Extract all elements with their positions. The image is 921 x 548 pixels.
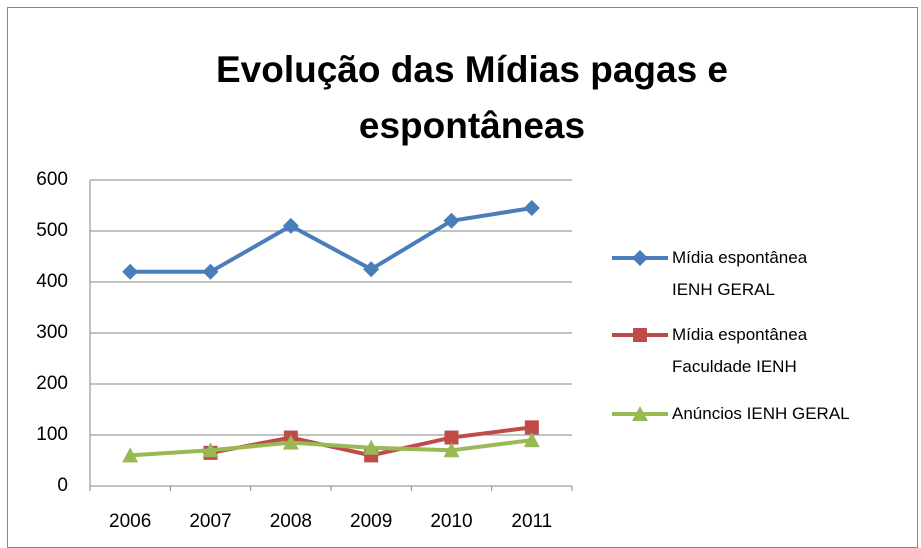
x-tick-label: 2010 [430,511,472,532]
legend-label: Mídia espontânea Faculdade IENH [672,325,808,376]
y-tick-label: 100 [36,424,68,445]
y-tick-label: 300 [36,322,68,343]
legend-label: Anúncios IENH GERAL [672,404,850,423]
x-tick-label: 2009 [350,511,392,532]
y-tick-label: 200 [36,373,68,394]
chart-border [7,7,918,548]
data-point [122,263,139,280]
data-point [444,430,459,445]
legend-marker [632,250,648,266]
data-point [202,263,219,280]
data-point [282,217,299,234]
legend-label: Mídia espontânea IENH GERAL [672,248,808,299]
data-point [202,442,219,458]
data-point [524,420,539,435]
data-point [282,434,299,450]
data-point [523,200,540,217]
legend-marker [632,406,648,421]
data-point [443,442,460,458]
y-tick-label: 400 [36,271,68,292]
data-point [363,439,380,455]
series-line [130,438,533,458]
data-point [523,432,540,448]
y-tick-label: 600 [36,169,68,190]
data-point [443,212,460,229]
x-tick-label: 2008 [270,511,312,532]
data-point [363,261,380,278]
x-tick-label: 2007 [189,511,231,532]
x-tick-label: 2011 [511,511,552,532]
chart-title: Evolução das Mídias pagas e espontâneas [215,49,729,146]
legend-marker [633,328,647,342]
y-tick-label: 500 [36,220,68,241]
data-point [122,447,139,463]
y-tick-label: 0 [57,475,68,496]
series-line [130,206,533,274]
x-tick-label: 2006 [109,511,151,532]
